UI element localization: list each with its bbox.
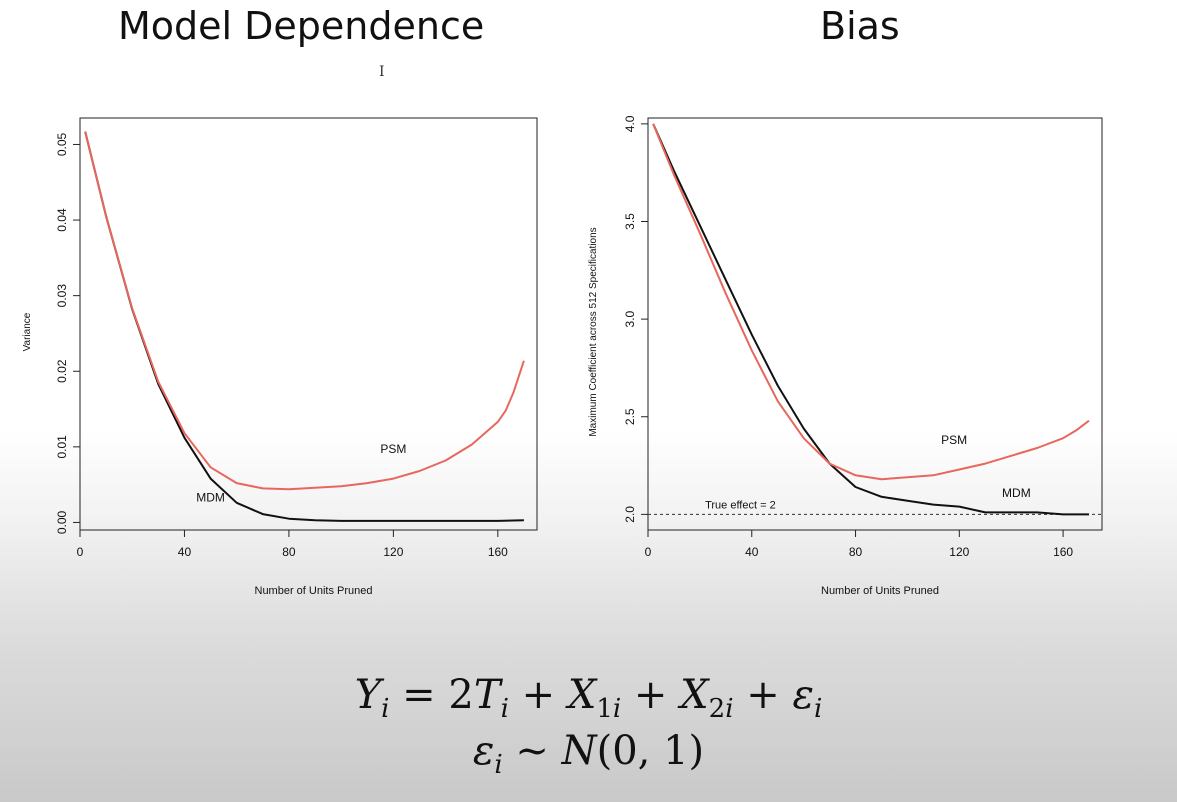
y-tick-label: 2.0 [623,506,637,523]
x-tick-label: 0 [645,545,652,559]
y-tick-label: 3.5 [623,213,637,230]
x-tick-label: 160 [488,545,508,559]
y-tick-label: 0.00 [55,510,69,534]
y-tick-label: 0.01 [55,435,69,459]
right-title: Bias [820,4,900,48]
psm-series-line [84,131,525,491]
psm-annotation: PSM [941,433,967,447]
x-axis-label: Number of Units Pruned [255,585,373,597]
x-tick-label: 80 [849,545,863,559]
y-tick-label: 0.03 [55,284,69,308]
x-tick-label: 0 [77,545,84,559]
x-tick-label: 160 [1053,545,1073,559]
mdm-series-line [84,131,524,522]
x-axis-label: Number of Units Pruned [821,585,939,597]
bias-chart: 0 40 80 120 160 2.0 2.5 3.0 3.5 4.0 Number of Unit… [588,115,1103,597]
psm-series-line [652,123,1090,481]
plot-frame [647,117,1103,531]
plot-frame [79,117,538,531]
y-tick-label: 0.04 [55,208,69,232]
y-tick-label: 0.02 [55,359,69,383]
y-tick-label: 3.0 [623,310,637,327]
model-equation: Yi = 2Ti + X1i + X2i + εi [354,672,823,724]
variance-chart: 0 40 80 120 160 0.00 0.01 0.02 0.03 0.04 0.05 Numbe… [22,117,538,597]
y-axis-label: Variance [22,312,33,351]
x-tick-label: 80 [282,545,296,559]
true-effect-label: True effect = 2 [705,499,776,511]
x-tick-label: 120 [949,545,969,559]
text-cursor-icon: I [379,64,385,80]
x-tick-label: 40 [745,545,759,559]
x-tick-label: 40 [178,545,192,559]
y-tick-label: 4.0 [623,115,637,132]
mdm-annotation: MDM [196,490,225,504]
y-axis-label: Maximum Coefficient across 512 Specifica… [588,227,599,436]
y-tick-label: 2.5 [623,408,637,425]
mdm-annotation: MDM [1002,486,1031,500]
y-tick-label: 0.05 [55,132,69,156]
left-title: Model Dependence [118,4,485,48]
psm-annotation: PSM [380,442,406,456]
x-tick-label: 120 [383,545,403,559]
error-distribution: εi ~ N(0, 1) [472,728,705,780]
mdm-series-line [652,123,1089,516]
